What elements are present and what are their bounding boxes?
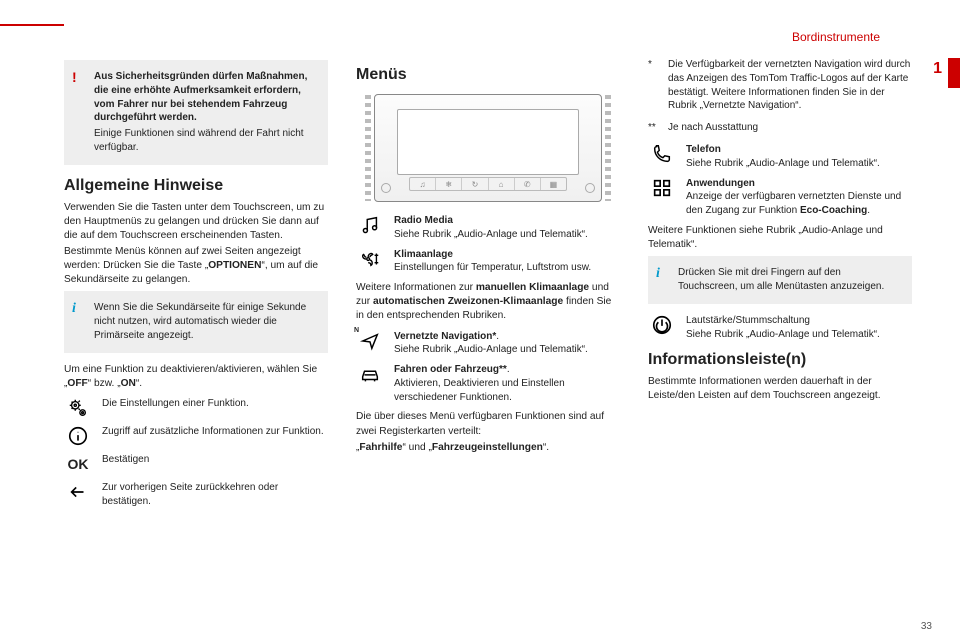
apps-desc: Anzeige der verfügbaren vernetzten Diens… (686, 191, 901, 216)
general-p2: Bestimmte Menüs können auf zwei Seiten a… (64, 245, 328, 287)
info-circle-icon (64, 425, 92, 447)
ok-icon: OK (64, 453, 92, 475)
back-arrow-icon (64, 481, 92, 503)
info1-text: Wenn Sie die Sekundärseite für einige Se… (94, 301, 318, 342)
info-icon: i (656, 264, 660, 283)
row-drive: Fahren oder Fahrzeug**. Aktivieren, Deak… (356, 363, 620, 404)
section-title: Bordinstrumente (792, 30, 880, 44)
power-icon (648, 314, 676, 336)
mute-title: Lautstärke/Stummschaltung (686, 315, 810, 326)
row-nav: N Vernetzte Navigation*. Siehe Rubrik „A… (356, 330, 620, 358)
apps-grid-icon (648, 177, 676, 199)
chapter-number: 1 (933, 60, 942, 78)
toggle-text: Um eine Funktion zu deaktivieren/aktivie… (64, 363, 328, 391)
warning-icon: ! (72, 68, 77, 87)
climate-desc: Einstellungen für Temperatur, Luftstrom … (394, 262, 591, 273)
phone-desc: Siehe Rubrik „Audio-Anlage und Telematik… (686, 158, 880, 169)
fan-icon (356, 248, 384, 270)
infobar-text: Bestimmte Informationen werden dauerhaft… (648, 375, 912, 403)
drive-title: Fahren oder Fahrzeug** (394, 364, 507, 375)
top-red-rule (0, 24, 64, 26)
footnote-1: * Die Verfügbarkeit der vernetzten Navig… (648, 58, 912, 113)
footnote-2: ** Je nach Ausstattung (648, 121, 912, 135)
general-p1: Verwenden Sie die Tasten unter dem Touch… (64, 201, 328, 243)
climate-title: Klimaanlage (394, 249, 453, 260)
info-box-1: i Wenn Sie die Sekundärseite für einige … (64, 291, 328, 352)
nav-title: Vernetzte Navigation* (394, 331, 496, 342)
nav-arrow-icon: N (356, 330, 384, 352)
row-mute: Lautstärke/Stummschaltung Siehe Rubrik „… (648, 314, 912, 342)
touchscreen-figure: ♫ ❄ ↻ ⌂ ✆ ▦ (356, 90, 620, 206)
row-apps: Anwendungen Anzeige der verfügbaren vern… (648, 177, 912, 218)
info-box-2: i Drücken Sie mit drei Fingern auf den T… (648, 256, 912, 304)
warning-bold: Aus Sicherheitsgründen dürfen Maßnahmen,… (94, 71, 307, 123)
more-functions: Weitere Funktionen siehe Rubrik „Audio-A… (648, 224, 912, 252)
radio-title: Radio Media (394, 215, 453, 226)
drive-desc: Aktivieren, Deaktivieren und Einstellen … (394, 378, 565, 403)
info2-text: Drücken Sie mit drei Fingern auf den Tou… (678, 266, 902, 294)
climate-more: Weitere Informationen zur manuellen Klim… (356, 281, 620, 323)
row-settings: Die Einstellungen einer Funktion. (64, 397, 328, 419)
heading-general: Allgemeine Hinweise (64, 175, 328, 197)
phone-icon (648, 143, 676, 165)
row-settings-text: Die Einstellungen einer Funktion. (102, 397, 328, 411)
row-info: Zugriff auf zusätzliche Informationen zu… (64, 425, 328, 447)
phone-title: Telefon (686, 144, 721, 155)
row-radio: Radio Media Siehe Rubrik „Audio-Anlage u… (356, 214, 620, 242)
row-ok: OK Bestätigen (64, 453, 328, 475)
chapter-tab (948, 58, 960, 88)
info-icon: i (72, 299, 76, 318)
page-number: 33 (921, 621, 932, 632)
music-note-icon (356, 214, 384, 236)
tabs-intro: Die über dieses Menü verfügbaren Funktio… (356, 410, 620, 438)
row-climate: Klimaanlage Einstellungen für Temperatur… (356, 248, 620, 276)
row-back-text: Zur vorherigen Seite zurückkehren oder b… (102, 481, 328, 509)
column-2: Menüs ♫ ❄ ↻ ⌂ ✆ ▦ (356, 56, 620, 612)
row-back: Zur vorherigen Seite zurückkehren oder b… (64, 481, 328, 509)
page-columns: ! Aus Sicherheitsgründen dürfen Maßnahme… (64, 56, 912, 612)
warning-box: ! Aus Sicherheitsgründen dürfen Maßnahme… (64, 60, 328, 165)
mute-desc: Siehe Rubrik „Audio-Anlage und Telematik… (686, 329, 880, 340)
radio-desc: Siehe Rubrik „Audio-Anlage und Telematik… (394, 229, 588, 240)
warning-rest: Einige Funktionen sind während der Fahrt… (94, 127, 318, 155)
column-3: * Die Verfügbarkeit der vernetzten Navig… (648, 56, 912, 612)
tabs-names: „Fahrhilfe“ und „Fahrzeugeinstellungen“. (356, 441, 620, 455)
nav-desc: Siehe Rubrik „Audio-Anlage und Telematik… (394, 344, 588, 355)
row-ok-text: Bestätigen (102, 453, 328, 467)
car-icon (356, 363, 384, 385)
heading-infobar: Informationsleiste(n) (648, 349, 912, 371)
heading-menus: Menüs (356, 64, 620, 86)
touchscreen-buttons: ♫ ❄ ↻ ⌂ ✆ ▦ (409, 177, 567, 191)
row-phone: Telefon Siehe Rubrik „Audio-Anlage und T… (648, 143, 912, 171)
row-info-text: Zugriff auf zusätzliche Informationen zu… (102, 425, 328, 439)
column-1: ! Aus Sicherheitsgründen dürfen Maßnahme… (64, 56, 328, 612)
apps-title: Anwendungen (686, 178, 755, 189)
gear-icon (64, 397, 92, 419)
